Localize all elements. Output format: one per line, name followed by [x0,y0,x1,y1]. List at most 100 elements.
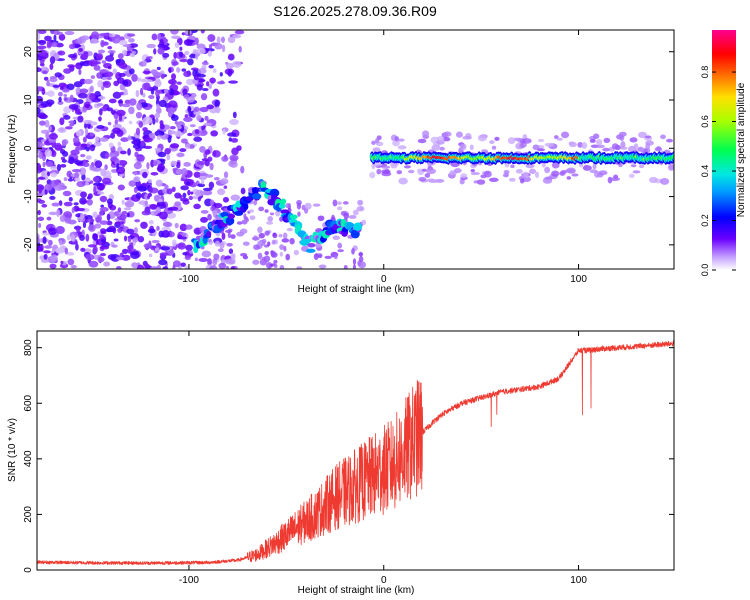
noise-cell [212,88,220,97]
noise-cell [155,179,163,187]
noise-cell [68,156,75,165]
swept-track-cell [243,202,249,211]
noise-cell [81,173,86,181]
noise-cell [332,235,340,241]
noise-cell [352,258,357,265]
tone-haze-cell [371,140,376,145]
noise-cell [196,79,206,83]
noise-cell [116,256,125,261]
noise-cell [69,94,74,101]
noise-cell [151,239,160,244]
noise-cell [73,202,79,206]
noise-cell [148,219,154,225]
tone-haze-cell [436,136,445,142]
tone-haze-cell [556,137,563,141]
noise-cell [37,30,47,35]
noise-cell [219,178,229,185]
noise-cell [93,185,97,194]
noise-cell [352,264,356,269]
noise-cell [180,177,185,182]
noise-cell [281,238,290,243]
noise-cell [188,195,193,201]
noise-cell [99,245,110,250]
tone-haze-cell [473,180,478,184]
noise-cell [108,98,117,104]
noise-cell [217,188,226,196]
colorbar-label: Normalized spectral amplitude [736,82,747,217]
noise-cell [221,232,226,240]
noise-cell [285,203,290,209]
noise-cell [279,251,284,257]
tone-haze-cell [455,131,463,138]
noise-cell [41,203,48,208]
noise-cell [64,30,75,36]
noise-cell [187,58,194,66]
tone-haze-cell [376,168,382,175]
noise-cell [100,39,105,48]
noise-cell [189,124,196,128]
noise-cell [123,88,128,95]
tone-haze-cell [477,134,487,142]
noise-cell [37,32,41,41]
noise-cell [39,200,45,204]
noise-cell [185,224,193,230]
noise-cell [200,93,208,101]
noise-cell [147,179,152,184]
noise-cell [166,188,173,195]
noise-cell [193,203,201,210]
noise-cell [361,219,367,226]
tone-haze-cell [488,177,499,183]
noise-cell [57,50,66,56]
noise-cell [96,53,104,61]
noise-cell [183,94,190,99]
noise-cell [84,122,88,129]
snr-panel: -100 0 100 0 200 400 600 800 Height of straigh… [7,330,675,596]
noise-cell [207,213,212,221]
noise-cell [101,60,107,64]
noise-cell [252,259,260,265]
noise-cell [187,189,191,196]
noise-cell [157,151,167,158]
tone-haze-cell [462,135,472,140]
noise-cell [80,143,88,148]
noise-cell [143,145,153,150]
noise-cell [162,221,172,227]
noise-cell [133,171,138,176]
tone-haze-cell [426,168,437,175]
noise-cell [219,241,225,249]
noise-cell [155,206,161,214]
noise-cell [289,237,295,245]
noise-cell [164,184,169,189]
noise-cell [80,191,87,198]
noise-cell [286,227,293,232]
noise-cell [168,67,172,74]
spectrogram-y-tick-label: -10 [23,189,34,204]
tone-haze-cell [603,137,611,144]
noise-cell [243,213,247,220]
noise-cell [184,265,190,269]
tone-haze-cell [375,138,380,144]
spectrogram-y-tick-label: 10 [23,94,34,106]
noise-cell [168,88,175,96]
noise-cell [78,47,83,52]
noise-cell [258,206,265,212]
tone-haze-cell [417,170,424,176]
noise-cell [68,103,79,110]
noise-cell [118,113,123,122]
noise-cell [261,238,267,244]
tone-haze-cell [454,168,462,174]
tone-haze-cell [396,170,402,175]
noise-cell [89,92,96,101]
snr-y-tick-label: 400 [23,450,34,467]
noise-cell [227,69,233,77]
noise-cell [68,197,73,202]
spectrogram-y-axis-label: Frequency (Hz) [7,115,18,184]
noise-cell [63,201,73,207]
noise-cell [324,255,332,259]
noise-cell [143,79,153,83]
noise-cell [174,201,182,207]
noise-cell [101,177,112,185]
noise-cell [149,203,158,210]
noise-cell [108,33,113,38]
noise-cell [99,207,109,212]
